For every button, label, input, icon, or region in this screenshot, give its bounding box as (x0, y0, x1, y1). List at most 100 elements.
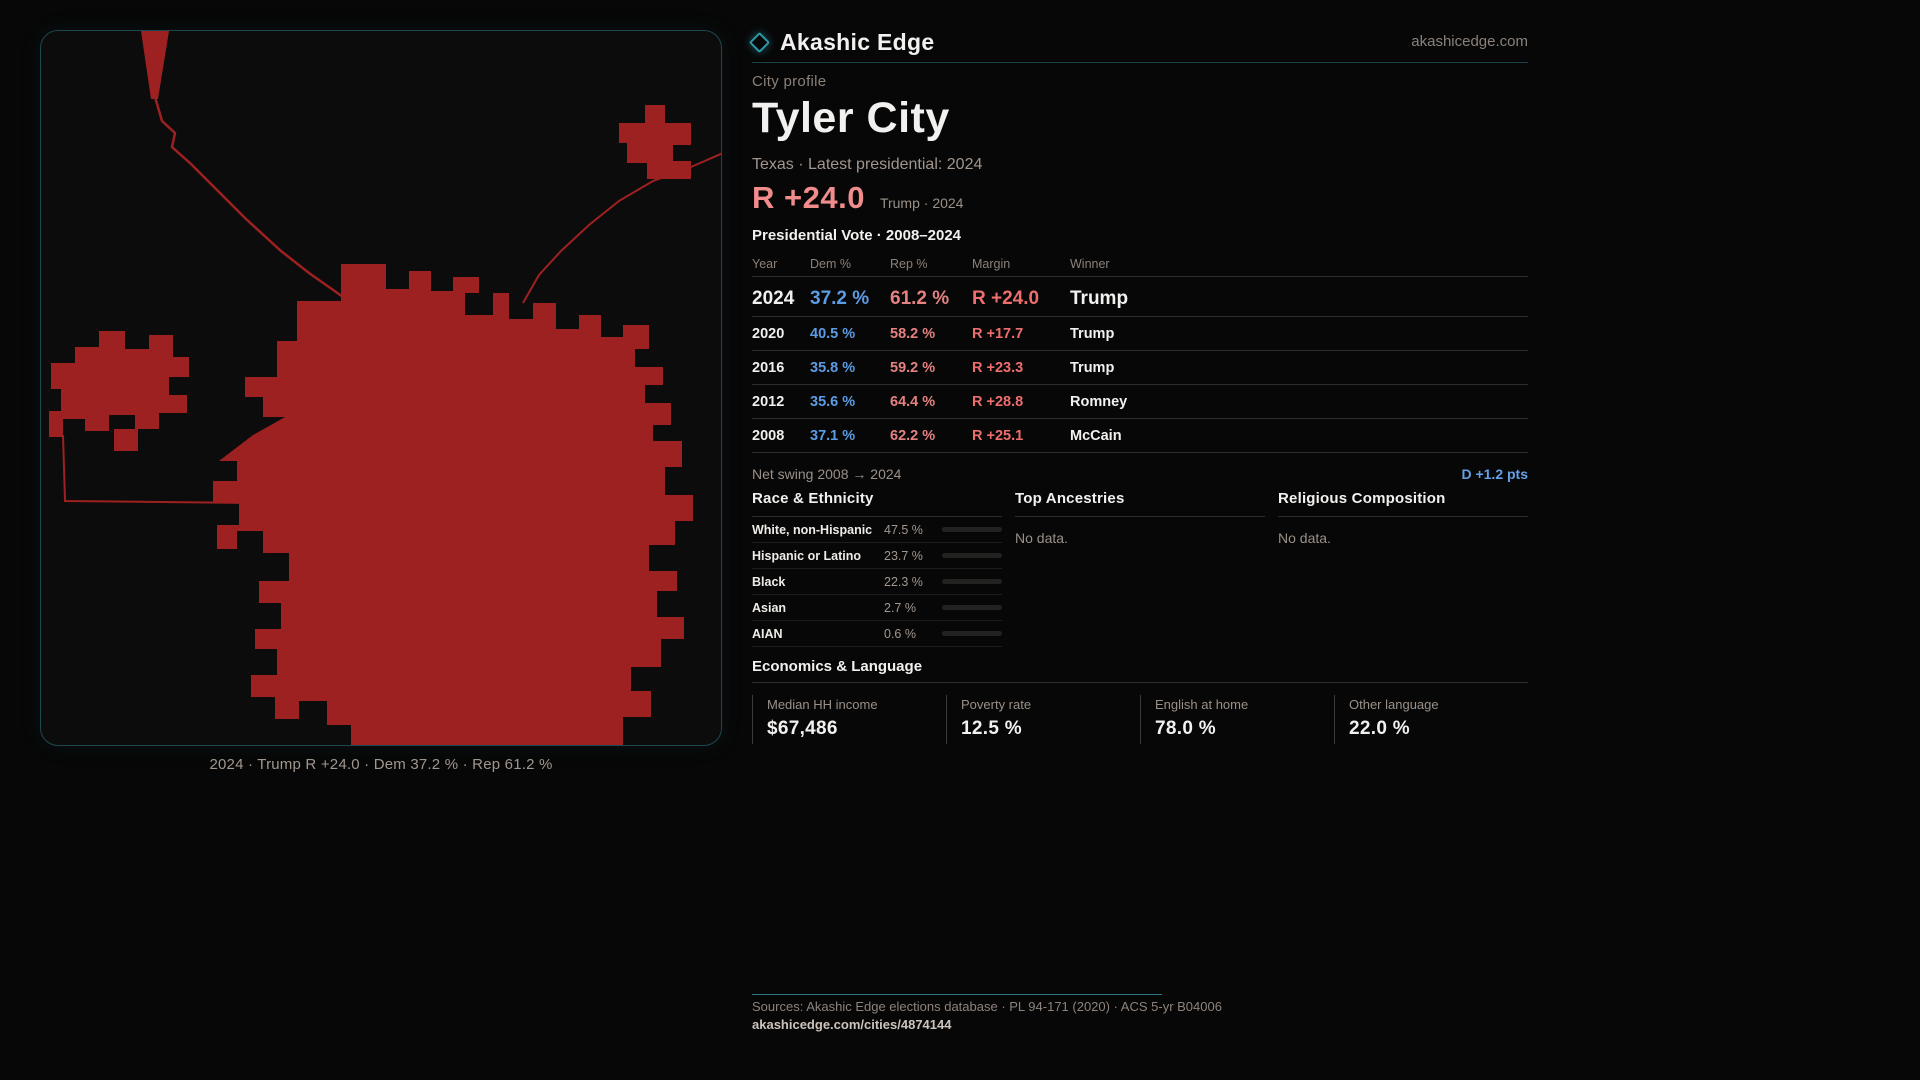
stat-value: $67,486 (767, 718, 838, 739)
map-north-corridor (141, 31, 169, 99)
map-west-exclave (49, 331, 189, 437)
race-value: 47.5 % (884, 522, 923, 537)
cell-margin: R +23.3 (972, 360, 1024, 376)
list-item: Black 22.3 % (752, 569, 1002, 595)
stat-value: 78.0 % (1155, 718, 1216, 739)
sources-text: Sources: Akashic Edge elections database… (752, 999, 1222, 1014)
col-margin: Margin (972, 257, 1011, 271)
stat-median-income: Median HH income $67,486 (752, 695, 946, 744)
no-data-text: No data. (1278, 530, 1331, 546)
map-caption: 2024 · Trump R +24.0 · Dem 37.2 % · Rep … (209, 756, 553, 773)
table-divider (752, 418, 1528, 419)
headline-margin: R +24.0 (752, 180, 865, 215)
headline-note: Trump · 2024 (879, 195, 964, 211)
city-url-link[interactable]: akashicedge.com/cities/4874144 (752, 1017, 952, 1032)
race-label: AIAN (752, 626, 783, 641)
stat-other-language: Other language 22.0 % (1334, 695, 1528, 744)
table-divider (752, 316, 1528, 317)
table-divider (752, 350, 1528, 351)
map-city-shape (213, 264, 693, 745)
cell-dem: 37.2 % (810, 287, 870, 309)
cell-winner: McCain (1070, 428, 1122, 444)
cell-year: 2016 (752, 360, 785, 376)
economics-underline (752, 682, 1528, 683)
brand-name: Akashic Edge (780, 28, 935, 55)
race-label: Asian (752, 600, 787, 615)
economics-stats-row: Median HH income $67,486 Poverty rate 12… (752, 695, 1528, 744)
cell-margin: R +24.0 (972, 287, 1040, 309)
stat-label: Other language (1349, 697, 1439, 712)
cell-year: 2008 (752, 428, 785, 444)
cell-winner: Trump (1070, 326, 1115, 342)
list-item: White, non-Hispanic 47.5 % (752, 517, 1002, 543)
stat-label: Poverty rate (961, 697, 1032, 712)
cell-year: 2020 (752, 326, 785, 342)
table-row: 2024 37.2 % 61.2 % R +24.0 Trump (752, 281, 1528, 316)
cell-rep: 61.2 % (890, 287, 950, 309)
vote-table-title: Presidential Vote · 2008–2024 (752, 227, 962, 244)
cell-margin: R +25.1 (972, 428, 1024, 444)
page-kicker: City profile (752, 73, 827, 90)
no-data-text: No data. (1015, 530, 1068, 546)
cell-dem: 37.1 % (810, 428, 856, 444)
page-subtitle: Texas · Latest presidential: 2024 (752, 156, 983, 173)
cell-rep: 62.2 % (890, 428, 936, 444)
race-value: 23.7 % (884, 548, 923, 563)
headline-margin-row: R +24.0 Trump · 2024 (752, 180, 963, 216)
col-dem: Dem % (810, 257, 851, 271)
footer-divider (752, 994, 1162, 995)
race-label: Black (752, 574, 786, 589)
map-northeast-exclave (619, 105, 691, 179)
table-divider (752, 384, 1528, 385)
cell-rep: 64.4 % (890, 394, 936, 410)
section-underline (1278, 516, 1528, 517)
race-bar (942, 631, 1002, 636)
vote-table-header: Year Dem % Rep % Margin Winner (752, 255, 1528, 273)
cell-winner: Romney (1070, 394, 1128, 410)
table-row: 2016 35.8 % 59.2 % R +23.3 Trump (752, 352, 1528, 384)
table-divider (752, 452, 1528, 453)
race-label: White, non-Hispanic (752, 522, 873, 537)
section-underline (752, 516, 1002, 517)
race-bar (942, 605, 1002, 610)
cell-margin: R +28.8 (972, 394, 1024, 410)
col-rep: Rep % (890, 257, 928, 271)
race-list: White, non-Hispanic 47.5 % Hispanic or L… (752, 517, 1002, 647)
section-title: Top Ancestries (1015, 490, 1125, 507)
cell-rep: 59.2 % (890, 360, 936, 376)
stat-label: Median HH income (767, 697, 878, 712)
race-value: 22.3 % (884, 574, 923, 589)
race-bar (942, 579, 1002, 584)
stat-value: 22.0 % (1349, 718, 1410, 739)
col-year: Year (752, 257, 778, 271)
section-title: Race & Ethnicity (752, 490, 874, 507)
col-winner: Winner (1070, 257, 1110, 271)
race-ethnicity-section: Race & Ethnicity White, non-Hispanic 47.… (752, 490, 1002, 647)
stat-label: English at home (1155, 697, 1249, 712)
list-item: Hispanic or Latino 23.7 % (752, 543, 1002, 569)
cell-dem: 40.5 % (810, 326, 856, 342)
net-swing-label: Net swing 2008 → 2024 (752, 466, 902, 482)
section-underline (1015, 516, 1265, 517)
site-link[interactable]: akashicedge.com (1411, 33, 1528, 50)
cell-winner: Trump (1070, 287, 1129, 309)
diamond-logo-icon (748, 31, 771, 53)
cell-margin: R +17.7 (972, 326, 1024, 342)
table-row: 2012 35.6 % 64.4 % R +28.8 Romney (752, 386, 1528, 418)
net-swing-value: D +1.2 pts (1461, 466, 1528, 482)
race-bar (942, 553, 1002, 558)
net-swing-row: Net swing 2008 → 2024 D +1.2 pts (752, 462, 1528, 486)
table-row: 2008 37.1 % 62.2 % R +25.1 McCain (752, 420, 1528, 452)
cell-dem: 35.8 % (810, 360, 856, 376)
religion-section: Religious Composition No data. (1278, 490, 1528, 546)
cell-rep: 58.2 % (890, 326, 936, 342)
cell-year: 2024 (752, 287, 795, 309)
race-label: Hispanic or Latino (752, 548, 862, 563)
stat-english-at-home: English at home 78.0 % (1140, 695, 1334, 744)
section-title: Religious Composition (1278, 490, 1446, 507)
header-divider (752, 62, 1528, 63)
city-boundary-map (49, 31, 721, 745)
stat-value: 12.5 % (961, 718, 1022, 739)
race-value: 2.7 % (884, 600, 916, 615)
table-row: 2020 40.5 % 58.2 % R +17.7 Trump (752, 318, 1528, 350)
